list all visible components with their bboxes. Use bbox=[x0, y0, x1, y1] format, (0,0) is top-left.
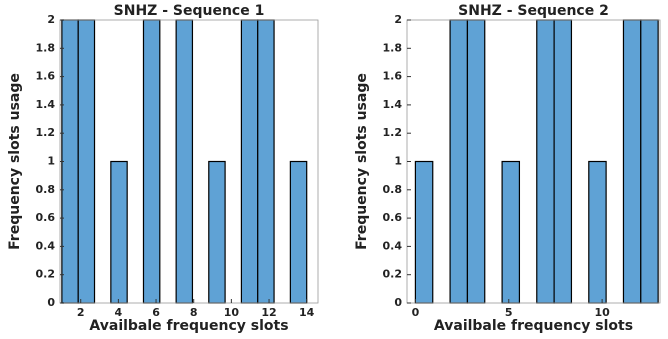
y-tick-label: 1.6 bbox=[383, 70, 403, 83]
bar bbox=[414, 160, 434, 304]
y-tick-label: 0.6 bbox=[383, 211, 403, 224]
bar bbox=[622, 19, 642, 304]
bar bbox=[175, 19, 194, 304]
plot-frame bbox=[406, 19, 661, 304]
y-tick-label: 2 bbox=[47, 13, 55, 26]
bar bbox=[61, 19, 79, 304]
x-tick-label: 14 bbox=[299, 306, 315, 319]
y-tick-label: 0.2 bbox=[383, 268, 403, 281]
bar bbox=[501, 160, 521, 304]
bar bbox=[77, 19, 96, 304]
bar bbox=[110, 160, 128, 304]
y-tick-label: 0.6 bbox=[36, 211, 56, 224]
chart-title: SNHZ - Sequence 2 bbox=[458, 3, 609, 19]
x-tick-label: 0 bbox=[412, 306, 420, 319]
y-tick-label: 1.4 bbox=[36, 98, 56, 111]
bar bbox=[536, 19, 555, 304]
bar bbox=[466, 19, 486, 304]
y-axis-label: Frequency slots usage bbox=[354, 73, 370, 250]
x-tick-label: 6 bbox=[152, 306, 160, 319]
bar bbox=[553, 19, 573, 304]
y-tick-label: 1.4 bbox=[383, 98, 403, 111]
bar bbox=[257, 19, 275, 304]
y-axis-label: Frequency slots usage bbox=[7, 73, 23, 250]
x-tick-label: 8 bbox=[190, 306, 198, 319]
y-tick-label: 1.8 bbox=[36, 41, 56, 54]
x-tick-label: 12 bbox=[261, 306, 276, 319]
x-axis-label: Availbale frequency slots bbox=[89, 318, 288, 334]
x-tick-label: 4 bbox=[115, 306, 123, 319]
y-tick-label: 0.4 bbox=[383, 239, 403, 252]
y-tick-label: 2 bbox=[394, 13, 402, 26]
y-tick-label: 1 bbox=[394, 155, 402, 168]
bar bbox=[640, 19, 659, 304]
chart-title: SNHZ - Sequence 1 bbox=[114, 3, 265, 19]
x-tick-label: 5 bbox=[505, 306, 513, 319]
bar bbox=[240, 19, 259, 304]
y-tick-label: 1.2 bbox=[36, 126, 56, 139]
y-tick-label: 0.2 bbox=[36, 268, 56, 281]
bar bbox=[142, 19, 161, 304]
y-tick-label: 0.8 bbox=[383, 183, 403, 196]
bar bbox=[449, 19, 469, 304]
y-tick-label: 0.8 bbox=[36, 183, 56, 196]
y-tick-label: 0 bbox=[394, 296, 402, 309]
x-tick-label: 2 bbox=[77, 306, 85, 319]
bar bbox=[208, 160, 226, 304]
x-tick-label: 10 bbox=[594, 306, 610, 319]
y-tick-label: 1 bbox=[47, 155, 55, 168]
y-tick-label: 0.4 bbox=[36, 239, 56, 252]
y-tick-label: 1.2 bbox=[383, 126, 403, 139]
y-tick-label: 1.8 bbox=[383, 41, 403, 54]
y-tick-label: 0 bbox=[47, 296, 55, 309]
y-tick-label: 1.6 bbox=[36, 70, 56, 83]
bar bbox=[289, 160, 308, 304]
bar bbox=[588, 160, 607, 304]
x-tick-label: 10 bbox=[224, 306, 240, 319]
x-axis-label: Availbale frequency slots bbox=[434, 318, 633, 334]
